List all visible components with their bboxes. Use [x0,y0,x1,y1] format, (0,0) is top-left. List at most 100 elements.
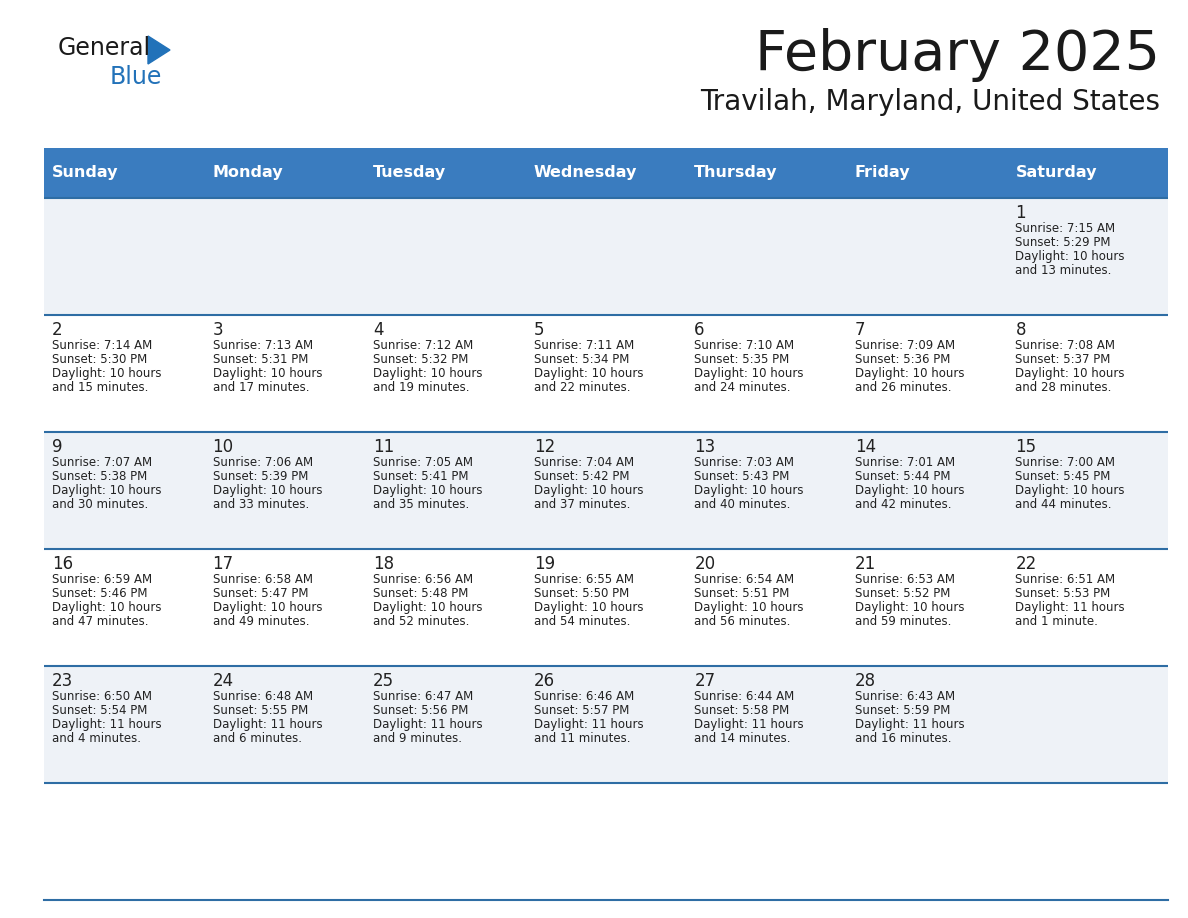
Text: and 54 minutes.: and 54 minutes. [533,615,630,628]
Text: 7: 7 [855,321,865,339]
Text: Sunset: 5:31 PM: Sunset: 5:31 PM [213,353,308,366]
Text: and 49 minutes.: and 49 minutes. [213,615,309,628]
Text: Sunset: 5:37 PM: Sunset: 5:37 PM [1016,353,1111,366]
Text: and 16 minutes.: and 16 minutes. [855,732,952,745]
Text: February 2025: February 2025 [756,28,1159,82]
Text: 8: 8 [1016,321,1026,339]
Text: Daylight: 10 hours: Daylight: 10 hours [694,367,804,380]
Text: Daylight: 10 hours: Daylight: 10 hours [855,367,965,380]
Text: Daylight: 10 hours: Daylight: 10 hours [1016,367,1125,380]
Text: 24: 24 [213,672,234,690]
Text: Sunset: 5:59 PM: Sunset: 5:59 PM [855,704,950,717]
Text: and 6 minutes.: and 6 minutes. [213,732,302,745]
Text: Sunset: 5:54 PM: Sunset: 5:54 PM [52,704,147,717]
Text: 1: 1 [1016,204,1026,222]
Text: Daylight: 10 hours: Daylight: 10 hours [373,601,482,614]
Text: Friday: Friday [855,165,910,181]
Text: and 13 minutes.: and 13 minutes. [1016,264,1112,277]
Text: Sunset: 5:39 PM: Sunset: 5:39 PM [213,470,308,483]
Text: Daylight: 10 hours: Daylight: 10 hours [213,484,322,497]
Text: 18: 18 [373,555,394,573]
Text: 19: 19 [533,555,555,573]
Text: and 44 minutes.: and 44 minutes. [1016,498,1112,511]
Text: Monday: Monday [213,165,283,181]
Text: and 28 minutes.: and 28 minutes. [1016,381,1112,394]
Text: Blue: Blue [110,65,163,89]
Text: Sunset: 5:42 PM: Sunset: 5:42 PM [533,470,630,483]
Text: Daylight: 10 hours: Daylight: 10 hours [52,601,162,614]
Bar [44,549,1168,666]
Text: Sunrise: 6:58 AM: Sunrise: 6:58 AM [213,573,312,586]
Bar [687,148,847,198]
Text: Sunrise: 6:48 AM: Sunrise: 6:48 AM [213,690,312,703]
Text: Sunset: 5:50 PM: Sunset: 5:50 PM [533,587,628,600]
Text: 2: 2 [52,321,63,339]
Text: General: General [58,36,151,60]
Text: Sunset: 5:38 PM: Sunset: 5:38 PM [52,470,147,483]
Text: Sunset: 5:51 PM: Sunset: 5:51 PM [694,587,790,600]
Text: and 15 minutes.: and 15 minutes. [52,381,148,394]
Bar [204,148,365,198]
Text: and 56 minutes.: and 56 minutes. [694,615,791,628]
Text: Sunrise: 6:46 AM: Sunrise: 6:46 AM [533,690,634,703]
Text: and 52 minutes.: and 52 minutes. [373,615,469,628]
Text: 4: 4 [373,321,384,339]
Bar [44,783,1168,900]
Text: Sunrise: 6:54 AM: Sunrise: 6:54 AM [694,573,795,586]
Text: Sunset: 5:36 PM: Sunset: 5:36 PM [855,353,950,366]
Text: Sunset: 5:47 PM: Sunset: 5:47 PM [213,587,308,600]
Text: Daylight: 10 hours: Daylight: 10 hours [52,367,162,380]
Text: and 9 minutes.: and 9 minutes. [373,732,462,745]
Text: Daylight: 10 hours: Daylight: 10 hours [533,601,643,614]
Text: Sunset: 5:30 PM: Sunset: 5:30 PM [52,353,147,366]
Text: and 37 minutes.: and 37 minutes. [533,498,630,511]
Text: 28: 28 [855,672,876,690]
Text: and 30 minutes.: and 30 minutes. [52,498,148,511]
Text: and 26 minutes.: and 26 minutes. [855,381,952,394]
Text: Sunset: 5:52 PM: Sunset: 5:52 PM [855,587,950,600]
Text: Daylight: 10 hours: Daylight: 10 hours [855,601,965,614]
Text: Sunrise: 7:11 AM: Sunrise: 7:11 AM [533,339,634,352]
Text: 6: 6 [694,321,704,339]
Bar [847,148,1007,198]
Text: Wednesday: Wednesday [533,165,637,181]
Text: Sunset: 5:56 PM: Sunset: 5:56 PM [373,704,468,717]
Text: Sunrise: 6:51 AM: Sunrise: 6:51 AM [1016,573,1116,586]
Text: Sunset: 5:32 PM: Sunset: 5:32 PM [373,353,468,366]
Text: and 14 minutes.: and 14 minutes. [694,732,791,745]
Text: Daylight: 11 hours: Daylight: 11 hours [694,718,804,731]
Text: and 42 minutes.: and 42 minutes. [855,498,952,511]
Text: and 59 minutes.: and 59 minutes. [855,615,952,628]
Text: Daylight: 11 hours: Daylight: 11 hours [373,718,482,731]
Text: Sunset: 5:34 PM: Sunset: 5:34 PM [533,353,630,366]
Text: and 35 minutes.: and 35 minutes. [373,498,469,511]
Bar [44,198,1168,315]
Text: Sunrise: 6:56 AM: Sunrise: 6:56 AM [373,573,473,586]
Text: 3: 3 [213,321,223,339]
Text: Sunrise: 7:10 AM: Sunrise: 7:10 AM [694,339,795,352]
Text: Daylight: 10 hours: Daylight: 10 hours [855,484,965,497]
Text: and 33 minutes.: and 33 minutes. [213,498,309,511]
Text: Daylight: 10 hours: Daylight: 10 hours [373,367,482,380]
Bar [44,315,1168,432]
Text: Sunset: 5:41 PM: Sunset: 5:41 PM [373,470,468,483]
Text: 23: 23 [52,672,74,690]
Text: 12: 12 [533,438,555,456]
Text: Sunrise: 6:43 AM: Sunrise: 6:43 AM [855,690,955,703]
Text: Sunrise: 7:07 AM: Sunrise: 7:07 AM [52,456,152,469]
Text: Daylight: 11 hours: Daylight: 11 hours [1016,601,1125,614]
Text: and 1 minute.: and 1 minute. [1016,615,1098,628]
Text: Sunrise: 7:05 AM: Sunrise: 7:05 AM [373,456,473,469]
Text: and 17 minutes.: and 17 minutes. [213,381,309,394]
Bar [526,148,687,198]
Text: and 24 minutes.: and 24 minutes. [694,381,791,394]
Text: Sunset: 5:46 PM: Sunset: 5:46 PM [52,587,147,600]
Bar [44,148,204,198]
Text: and 11 minutes.: and 11 minutes. [533,732,630,745]
Bar [44,666,1168,783]
Text: Daylight: 11 hours: Daylight: 11 hours [533,718,644,731]
Text: 14: 14 [855,438,876,456]
Text: 5: 5 [533,321,544,339]
Text: Sunset: 5:55 PM: Sunset: 5:55 PM [213,704,308,717]
Text: and 22 minutes.: and 22 minutes. [533,381,630,394]
